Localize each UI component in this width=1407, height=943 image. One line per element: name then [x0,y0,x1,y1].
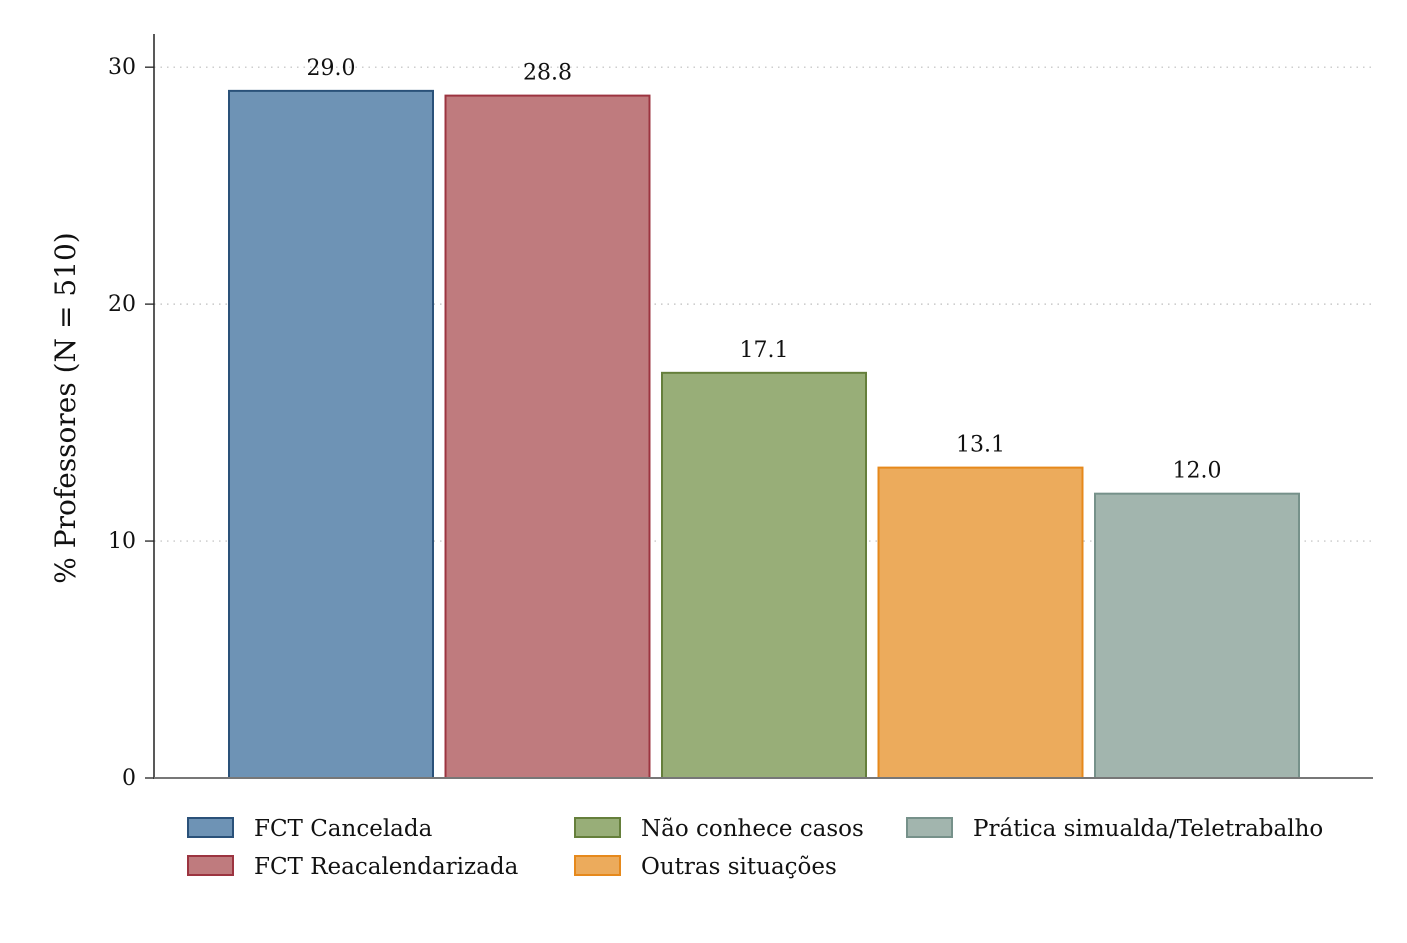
bar-value-label: 12.0 [1173,459,1222,484]
legend-label: Não conhece casos [641,816,864,842]
bar [1094,492,1300,779]
y-axis-title: % Professores (N = 510) [49,232,82,583]
y-tick-label: 20 [108,292,136,317]
legend-label: FCT Reacalendarizada [254,854,519,880]
legend-swatch [574,817,621,838]
bar [444,94,651,779]
legend: FCT Cancelada FCT Reacalendarizada Não con… [187,816,1323,880]
value-labels: 29.0 28.8 17.1 13.1 12.0 [307,56,1222,484]
bar-value-label: 28.8 [523,61,572,86]
bar [228,89,434,779]
bars [228,89,1300,779]
y-tick-label: 30 [108,55,136,80]
legend-label: Prática simualda/Teletrabalho [973,816,1323,842]
y-tick-label: 0 [122,766,136,791]
bar [661,371,867,779]
bar-value-label: 13.1 [956,433,1005,458]
bar-value-label: 29.0 [307,56,356,81]
legend-swatch [906,817,953,838]
legend-label: Outras situações [641,854,837,880]
bar-value-label: 17.1 [740,338,789,363]
legend-label: FCT Cancelada [254,816,433,842]
legend-swatch [187,817,234,838]
bar [877,466,1084,779]
axes: 0 10 20 30 [108,34,1373,791]
legend-swatch [574,855,621,876]
legend-swatch [187,855,234,876]
y-tick-label: 10 [108,529,136,554]
